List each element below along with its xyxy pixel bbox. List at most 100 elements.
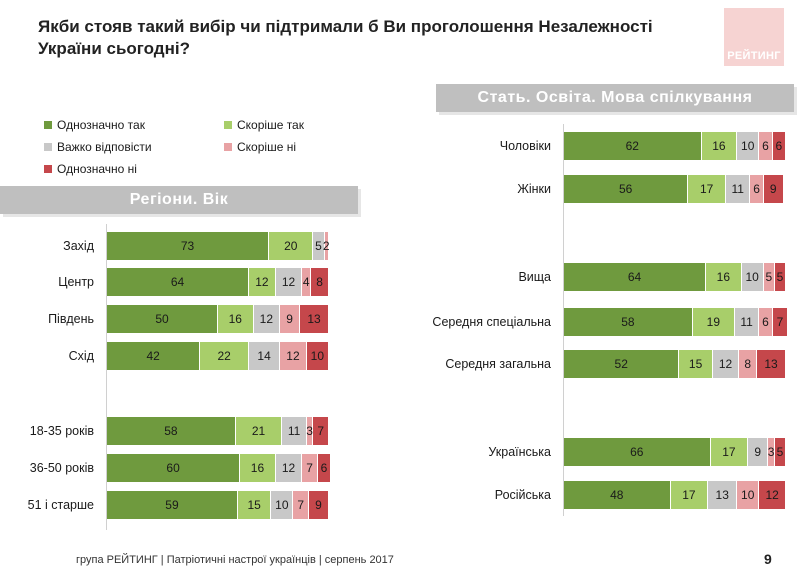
data-label: 42 <box>146 349 160 363</box>
data-label: 12 <box>281 461 296 475</box>
bar-segment-definitely-no: 9 <box>308 491 329 519</box>
bar-segment-rather-no: 10 <box>737 481 760 509</box>
data-label: 16 <box>716 270 731 284</box>
bar-segment-definitely-no: 7 <box>313 417 329 445</box>
logo-text: РЕЙТИНГ <box>727 50 781 62</box>
bar-segment-rather-yes: 16 <box>701 132 738 160</box>
data-label: 13 <box>764 357 778 371</box>
data-label: 17 <box>722 445 736 459</box>
bar-segment-definitely-yes: 58 <box>107 417 236 445</box>
data-label: 62 <box>625 139 639 153</box>
bar-segment-rather-yes: 21 <box>235 417 283 445</box>
data-label: 2 <box>322 239 330 253</box>
data-label: 5 <box>315 239 322 253</box>
stacked-bar: 48 17 13 10 12 <box>564 481 786 509</box>
data-label: 50 <box>155 312 169 326</box>
stacked-bar: 50 16 12 9 13 <box>107 305 329 333</box>
bar-segment-rather-yes: 17 <box>670 481 709 509</box>
category-label: Захід <box>63 239 94 253</box>
data-label: 5 <box>776 270 784 284</box>
data-label: 9 <box>286 312 293 326</box>
bar-segment-hard-to-say: 5 <box>313 232 325 260</box>
bar-segment-hard-to-say: 10 <box>271 491 294 519</box>
bar-segment-rather-yes: 15 <box>679 350 713 378</box>
legend-label: Важко відповісти <box>57 140 152 154</box>
stacked-bar: 58 19 11 6 7 <box>564 308 789 336</box>
bar-segment-hard-to-say: 9 <box>748 438 769 466</box>
data-label: 64 <box>627 270 642 284</box>
bar-segment-rather-yes: 16 <box>240 454 276 482</box>
bar-segment-hard-to-say: 14 <box>249 342 281 370</box>
bar-segment-definitely-yes: 58 <box>564 308 693 336</box>
category-label: Чоловіки <box>499 139 551 153</box>
legend-swatch <box>44 120 52 129</box>
bar-segment-definitely-no: 6 <box>317 454 332 482</box>
data-label: 3 <box>767 445 775 459</box>
bar-segment-hard-to-say: 10 <box>741 263 764 291</box>
bar-segment-rather-no: 3 <box>306 417 314 445</box>
data-label: 21 <box>251 424 266 438</box>
section-header-regions-age: Регіони. Вік <box>0 186 358 214</box>
data-label: 60 <box>166 461 180 475</box>
data-label: 16 <box>228 312 242 326</box>
bar-segment-definitely-yes: 50 <box>107 305 218 333</box>
legend-item-hard-to-say: Важко відповісти <box>44 136 152 158</box>
legend-item-rather-no: Скоріше ні <box>224 136 296 158</box>
bar-segment-rather-yes: 15 <box>237 491 272 519</box>
stacked-bar: 52 15 12 8 13 <box>564 350 786 378</box>
bar-segment-rather-yes: 20 <box>269 232 314 260</box>
bar-segment-rather-no: 7 <box>293 491 309 519</box>
bar-segment-definitely-no: 13 <box>757 350 786 378</box>
data-label: 12 <box>286 349 300 363</box>
data-label: 64 <box>170 275 185 289</box>
data-label: 12 <box>281 275 296 289</box>
data-label: 22 <box>217 349 231 363</box>
data-label: 11 <box>287 424 301 438</box>
bar-segment-definitely-no: 6 <box>772 132 786 160</box>
data-label: 12 <box>255 275 269 289</box>
category-axis-line <box>106 224 107 530</box>
page-number: 9 <box>764 551 772 567</box>
bar-segment-hard-to-say: 12 <box>275 454 303 482</box>
data-label: 5 <box>765 270 773 284</box>
bar-segment-definitely-yes: 60 <box>107 454 241 482</box>
bar-segment-hard-to-say: 11 <box>282 417 307 445</box>
bar-segment-rather-no: 6 <box>759 308 773 336</box>
bar-segment-definitely-no: 8 <box>311 268 329 296</box>
data-label: 15 <box>688 357 703 371</box>
data-label: 12 <box>765 488 779 502</box>
data-label: 59 <box>165 498 179 512</box>
bar-segment-rather-yes: 16 <box>706 263 742 291</box>
data-label: 6 <box>762 315 769 329</box>
legend-item-definitely-no: Однозначно ні <box>44 158 137 180</box>
data-label: 58 <box>164 424 178 438</box>
category-label: Жінки <box>517 182 551 196</box>
stacked-bar: 60 16 12 7 6 <box>107 454 332 482</box>
bar-segment-hard-to-say: 11 <box>726 175 751 203</box>
data-label: 3 <box>306 424 313 438</box>
data-label: 10 <box>745 270 759 284</box>
legend-label: Скоріше ні <box>237 140 296 154</box>
legend-label: Скоріше так <box>237 118 304 132</box>
stacked-bar: 64 12 12 4 8 <box>107 268 329 296</box>
data-label: 6 <box>775 139 783 153</box>
legend-swatch <box>44 142 52 151</box>
category-label: 51 і старше <box>27 498 94 512</box>
data-label: 10 <box>741 488 755 502</box>
bar-segment-rather-yes: 16 <box>218 305 254 333</box>
stacked-bar: 58 21 11 3 7 <box>107 417 329 445</box>
bar-segment-definitely-yes: 59 <box>107 491 238 519</box>
bar-segment-definitely-yes: 48 <box>564 481 671 509</box>
data-label: 14 <box>257 349 271 363</box>
data-label: 6 <box>753 182 760 196</box>
bar-segment-definitely-yes: 42 <box>107 342 201 370</box>
bar-segment-rather-no: 6 <box>750 175 764 203</box>
bar-segment-rather-no: 8 <box>739 350 758 378</box>
bar-segment-rather-yes: 17 <box>710 438 749 466</box>
data-label: 10 <box>741 139 755 153</box>
bar-segment-hard-to-say: 13 <box>708 481 738 509</box>
stacked-bar: 42 22 14 12 10 <box>107 342 329 370</box>
data-label: 12 <box>718 357 733 371</box>
category-label: Українська <box>488 445 551 459</box>
bar-segment-hard-to-say: 12 <box>253 305 281 333</box>
